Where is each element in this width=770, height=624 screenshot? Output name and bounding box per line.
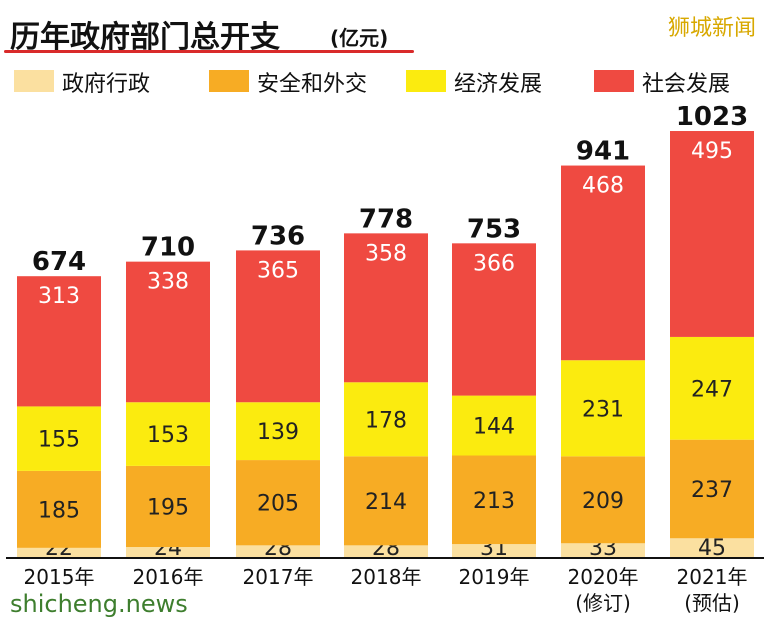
data-label: 495 <box>691 139 733 164</box>
bar-segment <box>126 465 210 548</box>
data-label: 24 <box>154 536 182 561</box>
bar-segment <box>670 336 754 440</box>
watermark: shicheng.news <box>10 590 188 618</box>
bar-segment <box>344 545 428 557</box>
total-label: 778 <box>359 204 413 234</box>
total-label: 710 <box>141 233 195 263</box>
bar-segment <box>452 395 536 456</box>
x-tick-label: 2017年 <box>243 565 314 589</box>
data-label: 178 <box>365 408 407 433</box>
data-label: 144 <box>473 415 515 440</box>
legend-label: 安全和外交 <box>257 72 368 97</box>
bar-segment <box>236 545 320 557</box>
bar-segment <box>236 460 320 546</box>
x-tick-note: (修订) <box>575 591 631 615</box>
bar-segment <box>670 439 754 539</box>
data-label: 214 <box>365 490 407 515</box>
data-label: 28 <box>372 536 400 561</box>
x-tick-label: 2020年 <box>568 565 639 589</box>
bar-segment <box>344 382 428 457</box>
source-label: 狮城新闻 <box>667 16 756 41</box>
bar-segment <box>452 243 536 396</box>
data-label: 139 <box>257 420 299 445</box>
x-tick-label: 2018年 <box>351 565 422 589</box>
total-label: 941 <box>576 137 630 167</box>
x-tick-label: 2015年 <box>24 565 95 589</box>
data-label: 31 <box>480 536 508 561</box>
total-label: 736 <box>251 221 305 251</box>
bar-segment <box>17 470 101 548</box>
bar-segment <box>344 456 428 546</box>
data-label: 237 <box>691 478 733 503</box>
bar-segment <box>236 402 320 461</box>
legend-label: 经济发展 <box>454 72 543 97</box>
bar-segment <box>670 131 754 337</box>
bar-segment <box>452 455 536 545</box>
x-tick-note: (预估) <box>684 591 740 615</box>
data-label: 155 <box>38 428 80 453</box>
data-label: 205 <box>257 492 299 517</box>
data-label: 209 <box>582 489 624 514</box>
data-label: 33 <box>589 536 617 561</box>
total-label: 1023 <box>676 102 748 132</box>
data-label: 366 <box>473 251 515 276</box>
data-label: 195 <box>147 495 189 520</box>
legend-swatch <box>209 70 249 92</box>
data-label: 28 <box>264 536 292 561</box>
x-tick-label: 2019年 <box>459 565 530 589</box>
bar-segment <box>17 276 101 407</box>
bar-segment <box>452 544 536 557</box>
data-label: 365 <box>257 258 299 283</box>
bar-segment <box>126 402 210 466</box>
data-label: 153 <box>147 423 189 448</box>
legend-label: 政府行政 <box>62 72 151 97</box>
bar-segment <box>126 261 210 403</box>
bar-segment <box>561 360 645 457</box>
bar-segment <box>561 456 645 544</box>
data-label: 213 <box>473 489 515 514</box>
data-label: 247 <box>691 377 733 402</box>
legend-swatch <box>594 70 634 92</box>
data-label: 185 <box>38 498 80 523</box>
legend-label: 社会发展 <box>642 72 731 97</box>
data-label: 231 <box>582 397 624 422</box>
bar-segment <box>344 233 428 383</box>
data-label: 338 <box>147 270 189 295</box>
legend-swatch <box>14 70 54 92</box>
data-label: 22 <box>45 536 73 561</box>
bar-segment <box>126 547 210 557</box>
chart-title: 历年政府部门总开支 <box>10 20 280 55</box>
x-tick-label: 2016年 <box>133 565 204 589</box>
bar-segment <box>561 165 645 361</box>
bar-segment <box>17 406 101 471</box>
data-label: 313 <box>38 284 80 309</box>
chart-unit: (亿元) <box>330 26 389 50</box>
x-tick-label: 2021年 <box>677 565 748 589</box>
data-label: 358 <box>365 241 407 266</box>
bar-segment <box>236 250 320 403</box>
bar-segment <box>561 543 645 557</box>
data-label: 468 <box>582 174 624 199</box>
data-label: 45 <box>698 536 726 561</box>
bar-segment <box>17 547 101 557</box>
total-label: 674 <box>32 247 86 277</box>
bar-segment <box>670 538 754 557</box>
total-label: 753 <box>467 214 521 244</box>
title-underline <box>4 50 414 53</box>
legend-swatch <box>406 70 446 92</box>
